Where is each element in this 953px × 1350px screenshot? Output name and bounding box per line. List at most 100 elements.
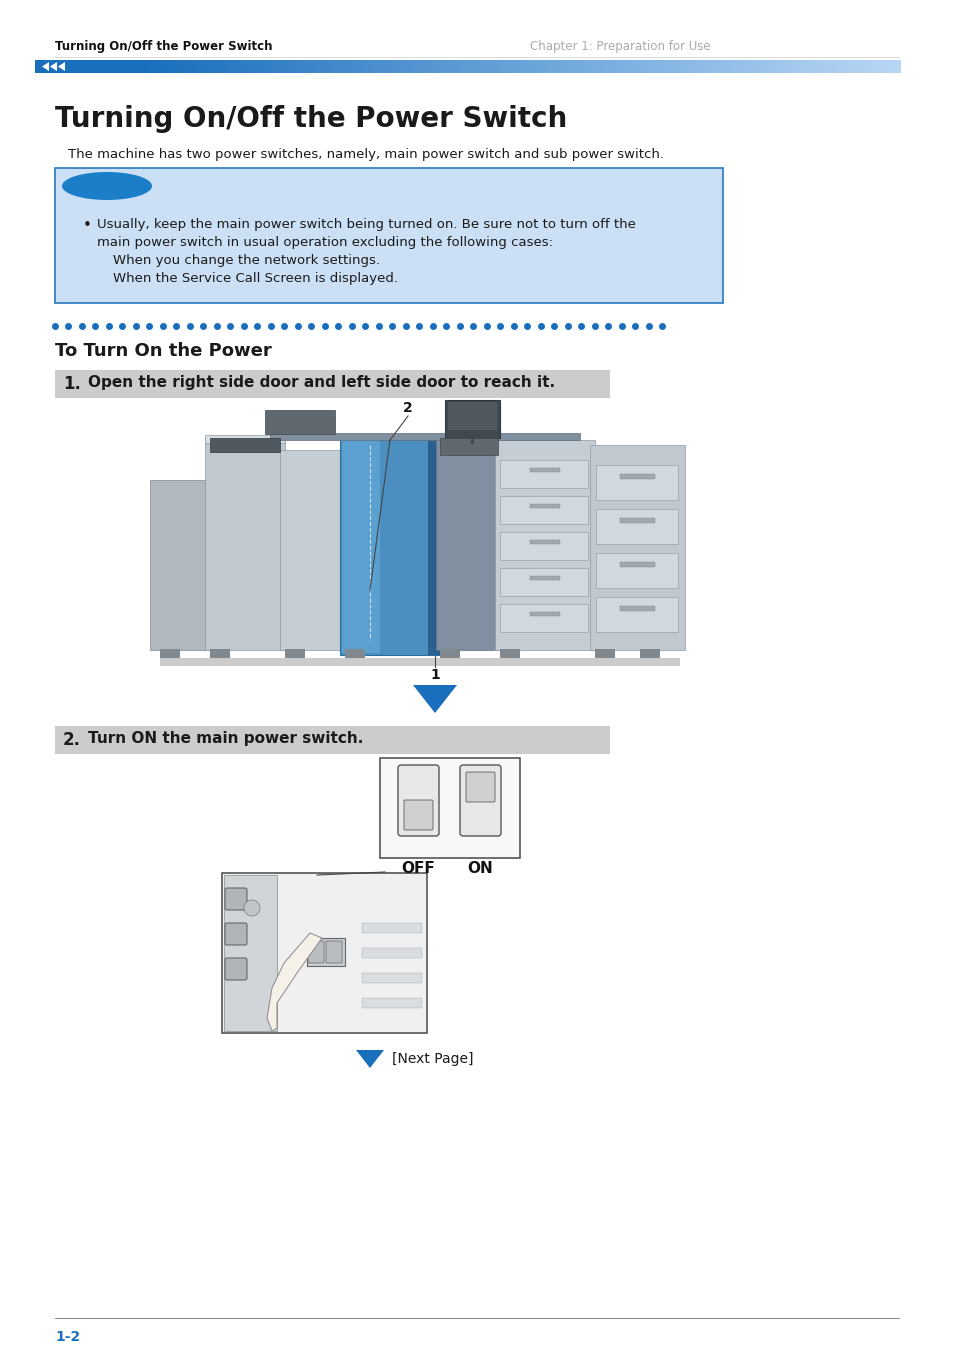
- FancyBboxPatch shape: [203, 59, 206, 73]
- FancyBboxPatch shape: [877, 59, 880, 73]
- FancyBboxPatch shape: [618, 59, 621, 73]
- Text: 2.: 2.: [63, 730, 81, 749]
- FancyBboxPatch shape: [791, 59, 795, 73]
- FancyBboxPatch shape: [55, 726, 609, 755]
- FancyBboxPatch shape: [346, 59, 350, 73]
- FancyBboxPatch shape: [613, 59, 616, 73]
- FancyBboxPatch shape: [489, 59, 493, 73]
- Polygon shape: [345, 649, 365, 657]
- FancyBboxPatch shape: [781, 59, 784, 73]
- FancyBboxPatch shape: [630, 59, 634, 73]
- FancyBboxPatch shape: [535, 59, 538, 73]
- FancyBboxPatch shape: [680, 59, 684, 73]
- FancyBboxPatch shape: [718, 59, 721, 73]
- Text: [Next Page]: [Next Page]: [392, 1052, 473, 1066]
- FancyBboxPatch shape: [228, 59, 232, 73]
- FancyBboxPatch shape: [404, 59, 407, 73]
- FancyBboxPatch shape: [662, 59, 666, 73]
- FancyBboxPatch shape: [517, 59, 520, 73]
- FancyBboxPatch shape: [341, 59, 344, 73]
- FancyBboxPatch shape: [537, 59, 540, 73]
- FancyBboxPatch shape: [211, 59, 213, 73]
- FancyBboxPatch shape: [728, 59, 732, 73]
- FancyBboxPatch shape: [314, 59, 316, 73]
- FancyBboxPatch shape: [461, 59, 465, 73]
- FancyBboxPatch shape: [315, 59, 319, 73]
- FancyBboxPatch shape: [859, 59, 862, 73]
- FancyBboxPatch shape: [884, 59, 887, 73]
- Polygon shape: [596, 464, 678, 500]
- FancyBboxPatch shape: [306, 59, 310, 73]
- FancyBboxPatch shape: [610, 59, 614, 73]
- Polygon shape: [448, 402, 497, 431]
- FancyBboxPatch shape: [670, 59, 674, 73]
- FancyBboxPatch shape: [160, 59, 164, 73]
- FancyBboxPatch shape: [397, 765, 438, 836]
- FancyBboxPatch shape: [760, 59, 764, 73]
- FancyBboxPatch shape: [200, 59, 204, 73]
- Circle shape: [244, 900, 260, 917]
- FancyBboxPatch shape: [424, 59, 427, 73]
- FancyBboxPatch shape: [150, 59, 153, 73]
- Polygon shape: [339, 435, 439, 655]
- Polygon shape: [205, 440, 285, 649]
- FancyBboxPatch shape: [255, 59, 259, 73]
- FancyBboxPatch shape: [231, 59, 233, 73]
- FancyBboxPatch shape: [660, 59, 663, 73]
- FancyBboxPatch shape: [693, 59, 697, 73]
- FancyBboxPatch shape: [280, 59, 284, 73]
- FancyBboxPatch shape: [35, 59, 145, 73]
- FancyBboxPatch shape: [857, 59, 860, 73]
- FancyBboxPatch shape: [334, 59, 337, 73]
- Text: When you change the network settings.: When you change the network settings.: [112, 254, 379, 267]
- FancyBboxPatch shape: [331, 59, 335, 73]
- FancyBboxPatch shape: [495, 59, 497, 73]
- FancyBboxPatch shape: [258, 59, 261, 73]
- Polygon shape: [285, 649, 305, 657]
- FancyBboxPatch shape: [794, 59, 797, 73]
- Polygon shape: [210, 437, 280, 452]
- FancyBboxPatch shape: [768, 59, 772, 73]
- FancyBboxPatch shape: [504, 59, 508, 73]
- Polygon shape: [619, 606, 655, 612]
- Polygon shape: [495, 440, 595, 649]
- FancyBboxPatch shape: [472, 59, 476, 73]
- FancyBboxPatch shape: [185, 59, 189, 73]
- FancyBboxPatch shape: [487, 59, 490, 73]
- Polygon shape: [42, 62, 49, 72]
- FancyBboxPatch shape: [384, 59, 387, 73]
- FancyBboxPatch shape: [544, 59, 548, 73]
- Polygon shape: [428, 435, 439, 655]
- FancyBboxPatch shape: [235, 59, 239, 73]
- Polygon shape: [499, 568, 587, 595]
- Polygon shape: [341, 437, 379, 653]
- FancyBboxPatch shape: [298, 59, 302, 73]
- Polygon shape: [639, 649, 659, 657]
- FancyBboxPatch shape: [343, 59, 347, 73]
- FancyBboxPatch shape: [585, 59, 588, 73]
- FancyBboxPatch shape: [731, 59, 734, 73]
- FancyBboxPatch shape: [593, 59, 596, 73]
- FancyBboxPatch shape: [205, 59, 209, 73]
- Text: Check: Check: [82, 177, 132, 193]
- FancyBboxPatch shape: [756, 59, 760, 73]
- FancyBboxPatch shape: [55, 370, 609, 398]
- FancyBboxPatch shape: [515, 59, 517, 73]
- FancyBboxPatch shape: [225, 59, 229, 73]
- FancyBboxPatch shape: [841, 59, 844, 73]
- FancyBboxPatch shape: [177, 59, 181, 73]
- FancyBboxPatch shape: [595, 59, 598, 73]
- FancyBboxPatch shape: [220, 59, 224, 73]
- FancyBboxPatch shape: [550, 59, 553, 73]
- FancyBboxPatch shape: [419, 59, 422, 73]
- FancyBboxPatch shape: [698, 59, 701, 73]
- FancyBboxPatch shape: [197, 59, 201, 73]
- FancyBboxPatch shape: [421, 59, 425, 73]
- FancyBboxPatch shape: [736, 59, 740, 73]
- FancyBboxPatch shape: [374, 59, 377, 73]
- FancyBboxPatch shape: [713, 59, 717, 73]
- FancyBboxPatch shape: [326, 59, 330, 73]
- FancyBboxPatch shape: [288, 59, 292, 73]
- FancyBboxPatch shape: [376, 59, 379, 73]
- FancyBboxPatch shape: [839, 59, 842, 73]
